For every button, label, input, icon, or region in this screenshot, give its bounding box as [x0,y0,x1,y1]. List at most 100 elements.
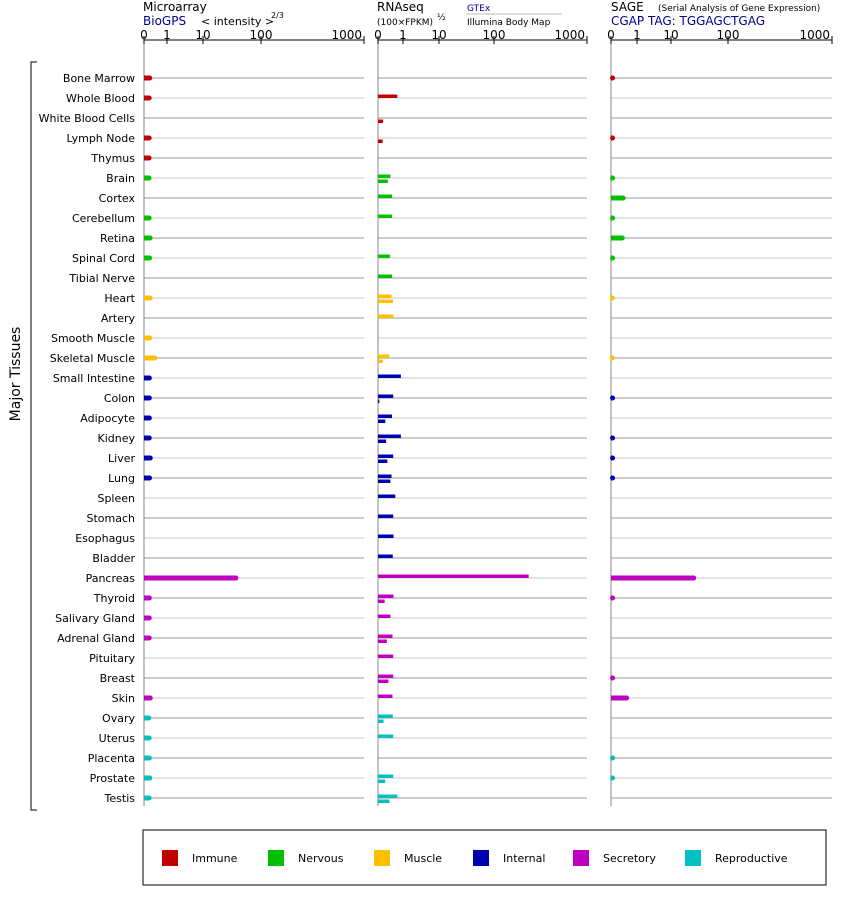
rnaseq-ibm-bar [378,779,386,783]
sage-bar-cap [610,175,616,181]
sage-title: SAGE [611,0,644,14]
microarray-bar-cap [147,335,153,341]
tissue-label: Breast [100,672,136,685]
sage-bar-cap [691,575,697,581]
microarray-title: Microarray [143,0,207,14]
legend-swatch-secretory [573,850,589,866]
axes-layer: 0 1 10 100 1000 0 1 10 100 1000 0 1 10 100 1000 [140,28,833,806]
microarray-bar-cap [147,75,153,81]
microarray-bar [144,455,151,461]
rnaseq-gtex-bar [378,674,394,678]
rnaseq-ibm-bar [378,639,387,643]
legend-swatch-nervous [268,850,284,866]
microarray-bar [144,695,151,701]
tissue-label: Lung [108,472,135,485]
microarray-scale-exp: 2/3 [271,11,284,20]
tissue-label: Bladder [92,552,135,565]
microarray-bar-cap [146,415,152,421]
tissue-label: Artery [101,312,136,325]
tissue-label: Kidney [97,432,135,445]
sage-bar-cap [610,455,616,461]
microarray-bar-cap [146,615,152,621]
microarray-bar-cap [146,175,152,181]
rnaseq-legend-gtex: GTEx [467,4,491,14]
microarray-bar [144,755,150,761]
tissue-label: Testis [104,792,136,805]
rnaseq-gtex-bar [378,294,392,298]
rnaseq-ibm-bar [378,359,383,363]
sage-source: CGAP TAG: TGGAGCTGAG [611,14,765,28]
sage-bar-cap [610,395,616,401]
microarray-bar [144,135,150,141]
sage-bar-cap [610,595,616,601]
microarray-bar [144,75,150,81]
rnaseq-ibm-bar [378,419,386,423]
rnaseq-gtex-bar [378,714,393,718]
tissue-label: Bone Marrow [63,72,135,85]
tissue-label: Pituitary [89,652,135,665]
rnaseq-gtex-bar [378,734,394,738]
tissue-label: Skin [112,692,135,705]
tissue-label: Small Intestine [53,372,135,385]
tissue-label: Adrenal Gland [57,632,135,645]
microarray-bar-cap [147,235,153,241]
rnaseq-gtex-bar [378,594,394,598]
tissue-label: Pancreas [86,572,136,585]
rnaseq-gtex-bar [378,794,398,798]
microarray-bar [144,235,151,241]
microarray-bar [144,595,150,601]
sage-tick-label: 1 [633,28,641,42]
microarray-bar-cap [146,215,152,221]
microarray-bar [144,615,150,621]
tissue-label: White Blood Cells [39,112,136,125]
microarray-source: BioGPS [143,14,186,28]
sage-bar-cap [610,775,616,781]
rnaseq-tick-label: 0 [374,28,382,42]
microarray-tick-label: 0 [140,28,148,42]
rnaseq-ibm-bar [378,119,384,123]
rnaseq-gtex-bar [378,374,401,378]
rnaseq-ibm-bar [378,479,391,483]
sage-bar-cap [610,435,616,441]
microarray-scale-note: < intensity > [201,15,274,28]
tissue-label: Colon [104,392,135,405]
rnaseq-ibm-bar [378,299,394,303]
rnaseq-gtex-bar [378,274,393,278]
tissue-label: Prostate [90,772,136,785]
rnaseq-gtex-bar [378,414,393,418]
sage-tick-label: 100 [717,28,740,42]
microarray-bar-cap [147,775,153,781]
microarray-bar-cap [146,375,152,381]
tissue-label: Stomach [86,512,135,525]
sage-bar-cap [619,235,625,241]
microarray-bar-cap [146,735,152,741]
rnaseq-scale-exp: ½ [437,13,446,23]
legend-swatch-muscle [374,850,390,866]
rnaseq-gtex-bar [378,494,396,498]
rnaseq-gtex-bar [378,654,394,658]
microarray-bar [144,475,150,481]
microarray-bar [144,415,150,421]
rnaseq-ibm-bar [378,439,387,443]
tissue-label: Retina [100,232,135,245]
tissue-label: Spinal Cord [72,252,135,265]
rnaseq-gtex-bar [378,94,398,98]
tissue-label: Salivary Gland [55,612,135,625]
rnaseq-gtex-bar [378,474,392,478]
microarray-bar [144,635,150,641]
microarray-bar-cap [146,135,152,141]
tissue-label: Whole Blood [66,92,135,105]
sage-bar-cap [610,755,616,761]
sage-bar-cap [610,675,616,681]
rnaseq-tick-label: 100 [483,28,506,42]
microarray-bar-cap [146,635,152,641]
legend-layer: Immune Nervous Muscle Internal Secretory Repr… [162,850,788,866]
tissue-label: Cortex [99,192,136,205]
sage-subtitle: (Serial Analysis of Gene Expression) [658,4,820,14]
microarray-bar-cap [146,595,152,601]
microarray-bar [144,575,236,581]
sage-tick-label: 1000 [799,28,830,42]
microarray-bar [144,155,150,161]
rnaseq-gtex-bar [378,434,401,438]
